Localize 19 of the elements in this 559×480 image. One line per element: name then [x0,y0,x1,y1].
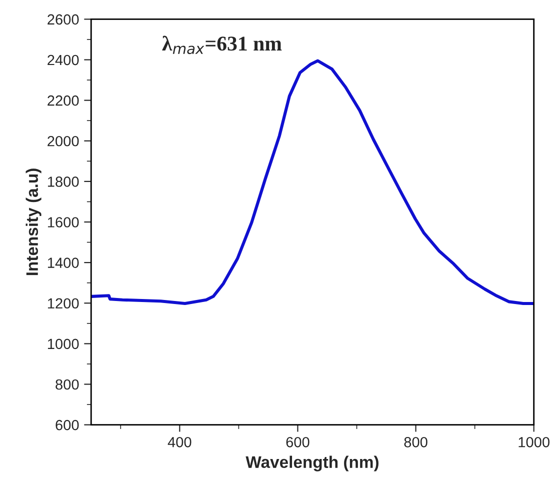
y-tick-label: 1000 [48,338,79,350]
y-tick-label: 2400 [48,54,79,66]
x-axis-title: Wavelength (nm) [246,456,378,472]
y-tick-label: 1200 [48,298,79,309]
x-tick-label: 600 [286,436,310,448]
y-tick-label: 800 [56,379,79,390]
y-tick-label: 1400 [48,258,79,268]
y-tick-label: 2600 [48,14,79,25]
y-axis-title: Intensity (a.u) [26,168,42,276]
x-tick-label: 1000 [518,436,550,448]
y-tick-label: 2000 [48,136,79,146]
line-series [91,59,534,306]
y-tick-label: 1800 [48,176,79,187]
y-tick-label: 1600 [48,217,79,228]
x-tick-label: 400 [168,436,192,448]
y-tick-label: 2200 [48,95,79,106]
annotation: λ$_{max}$=631 nm [162,36,282,54]
y-tick-label: 600 [56,420,79,430]
x-tick-label: 800 [404,436,428,448]
